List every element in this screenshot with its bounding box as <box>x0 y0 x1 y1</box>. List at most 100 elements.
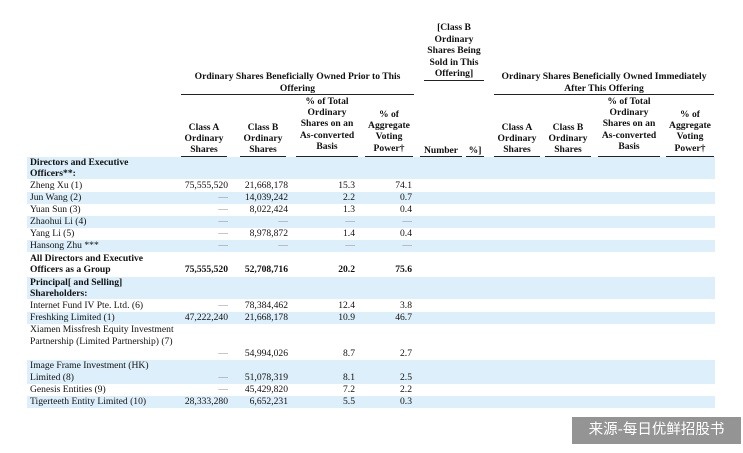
cell-class-b: 54,994,026 <box>244 348 288 359</box>
cell-class-a: — <box>218 192 228 203</box>
col-header-pct-vote-after: % of Aggregate Voting Power† <box>669 109 711 154</box>
table-row: Hansong Zhu *** — — — — <box>27 240 715 252</box>
col-line-number <box>420 156 462 157</box>
col-header-class-a-after: Class A Ordinary Shares <box>497 122 537 156</box>
cell-class-b: 52,708,716 <box>244 264 288 275</box>
col-header-pct-vote: % of Aggregate Voting Power† <box>368 109 410 154</box>
cell-class-b: — <box>278 240 288 251</box>
cell-class-a: — <box>218 240 228 251</box>
cell-pct-total: — <box>345 240 355 251</box>
cell-pct-total: 15.3 <box>338 180 355 191</box>
cell-pct-vote: 2.7 <box>400 348 412 359</box>
col-line-class-b <box>240 156 286 157</box>
cell-class-a: — <box>218 372 228 383</box>
cell-class-b: 21,668,178 <box>244 180 288 191</box>
cell-pct-total: 10.9 <box>338 312 355 323</box>
cell-pct-vote: — <box>402 240 412 251</box>
group-header-after: Ordinary Shares Beneficially Owned Immed… <box>494 71 714 95</box>
col-header-class-b: Class B Ordinary Shares <box>243 122 283 156</box>
cell-class-b: 78,384,462 <box>244 300 288 311</box>
col-line-pct <box>466 156 484 157</box>
row-name: Principal[ and Selling] Shareholders: <box>30 277 123 299</box>
cell-class-a: 75,555,520 <box>184 180 228 191</box>
row-name: Directors and Executive Officers**: <box>30 157 129 179</box>
cell-pct-total: 5.5 <box>343 396 355 407</box>
cell-pct-vote: 2.5 <box>400 372 412 383</box>
col-header-pct-total: % of Total Ordinary Shares on an As-conv… <box>299 96 355 152</box>
row-name: Tigerteeth Entity Limited (10) <box>30 396 147 407</box>
col-line-class-b-after <box>545 156 591 157</box>
cell-class-b: — <box>278 216 288 227</box>
row-name: Image Frame Investment (HK) Limited (8) <box>30 360 149 383</box>
cell-pct-total: 8.1 <box>343 372 355 383</box>
cell-class-b: 45,429,820 <box>244 384 288 395</box>
row-name: Hansong Zhu *** <box>30 240 99 251</box>
group-header-prior: Ordinary Shares Beneficially Owned Prior… <box>181 71 414 95</box>
col-line-pct-vote-after <box>666 156 714 157</box>
table-row-total: All Directors and Executive Officers as … <box>27 253 715 277</box>
cell-pct-total: 20.2 <box>338 264 355 275</box>
cell-class-a: — <box>218 228 228 239</box>
col-line-class-a <box>181 156 227 157</box>
cell-pct-total: 12.4 <box>338 300 355 311</box>
row-name: Zheng Xu (1) <box>30 180 83 191</box>
table-row: Freshking Limited (1) 47,222,240 21,668,… <box>27 312 715 324</box>
cell-pct-total: — <box>345 216 355 227</box>
cell-pct-total: 2.2 <box>343 192 355 203</box>
table-row: Xiamen Missfresh Equity Investment Partn… <box>27 324 715 360</box>
col-header-class-b-after: Class B Ordinary Shares <box>548 122 588 156</box>
row-name: Yang Li (5) <box>30 228 75 239</box>
cell-class-a: 75,555,520 <box>184 264 228 275</box>
cell-pct-total: 1.4 <box>343 228 355 239</box>
cell-pct-total: 1.3 <box>343 204 355 215</box>
table-row: Jun Wang (2) — 14,039,242 2.2 0.7 <box>27 192 715 204</box>
cell-pct-vote: 75.6 <box>395 264 412 275</box>
source-watermark: 来源-每日优鲜招股书 <box>572 417 741 444</box>
table-row: Genesis Entities (9) — 45,429,820 7.2 2.… <box>27 384 715 396</box>
cell-class-a: — <box>218 348 228 359</box>
cell-pct-vote: 0.3 <box>400 396 412 407</box>
table-row: Zheng Xu (1) 75,555,520 21,668,178 15.3 … <box>27 180 715 192</box>
col-line-pct-total-after <box>598 156 660 157</box>
col-header-number: Number <box>423 145 459 156</box>
cell-class-a: — <box>218 216 228 227</box>
cell-class-a: 28,333,280 <box>184 396 228 407</box>
col-header-pct-total-after: % of Total Ordinary Shares on an As-conv… <box>601 96 657 152</box>
row-name: Internet Fund IV Pte. Ltd. (6) <box>30 300 144 311</box>
cell-pct-vote: 2.2 <box>400 384 412 395</box>
col-line-pct-vote <box>365 156 413 157</box>
row-name: Yuan Sun (3) <box>30 204 81 215</box>
table-row: Internet Fund IV Pte. Ltd. (6) — 78,384,… <box>27 300 715 312</box>
group-header-sold: [Class B Ordinary Shares Being Sold in T… <box>424 22 484 81</box>
table-row: Yuan Sun (3) — 8,022,424 1.3 0.4 <box>27 204 715 216</box>
col-header-class-a: Class A Ordinary Shares <box>184 122 224 156</box>
cell-class-a: — <box>218 384 228 395</box>
col-header-pct: %] <box>468 145 482 156</box>
cell-class-b: 21,668,178 <box>244 312 288 323</box>
row-name: Freshking Limited (1) <box>30 312 115 323</box>
col-line-pct-total <box>296 156 358 157</box>
row-name: Zhaohui Li (4) <box>30 216 87 227</box>
row-name: Genesis Entities (9) <box>30 384 106 395</box>
table-row-section-directors: Directors and Executive Officers**: <box>27 157 715 179</box>
table-row: Image Frame Investment (HK) Limited (8) … <box>27 360 715 384</box>
table-row-section-shareholders: Principal[ and Selling] Shareholders: <box>27 277 715 299</box>
cell-pct-vote: — <box>402 216 412 227</box>
row-name: All Directors and Executive Officers as … <box>30 253 144 275</box>
cell-pct-vote: 46.7 <box>395 312 412 323</box>
cell-class-b: 14,039,242 <box>244 192 288 203</box>
cell-class-b: 6,652,231 <box>249 396 288 407</box>
table-row: Yang Li (5) — 8,978,872 1.4 0.4 <box>27 228 715 240</box>
cell-pct-vote: 0.4 <box>400 228 412 239</box>
cell-class-a: — <box>218 204 228 215</box>
cell-class-b: 8,978,872 <box>249 228 288 239</box>
row-name: Jun Wang (2) <box>30 192 82 203</box>
cell-class-a: 47,222,240 <box>184 312 228 323</box>
row-name: Xiamen Missfresh Equity Investment Partn… <box>30 324 174 347</box>
cell-pct-vote: 74.1 <box>395 180 412 191</box>
cell-pct-total: 7.2 <box>343 384 355 395</box>
table-row: Zhaohui Li (4) — — — — <box>27 216 715 228</box>
table-row: Tigerteeth Entity Limited (10) 28,333,28… <box>27 396 715 408</box>
cell-class-b: 8,022,424 <box>249 204 288 215</box>
cell-pct-vote: 0.7 <box>400 192 412 203</box>
